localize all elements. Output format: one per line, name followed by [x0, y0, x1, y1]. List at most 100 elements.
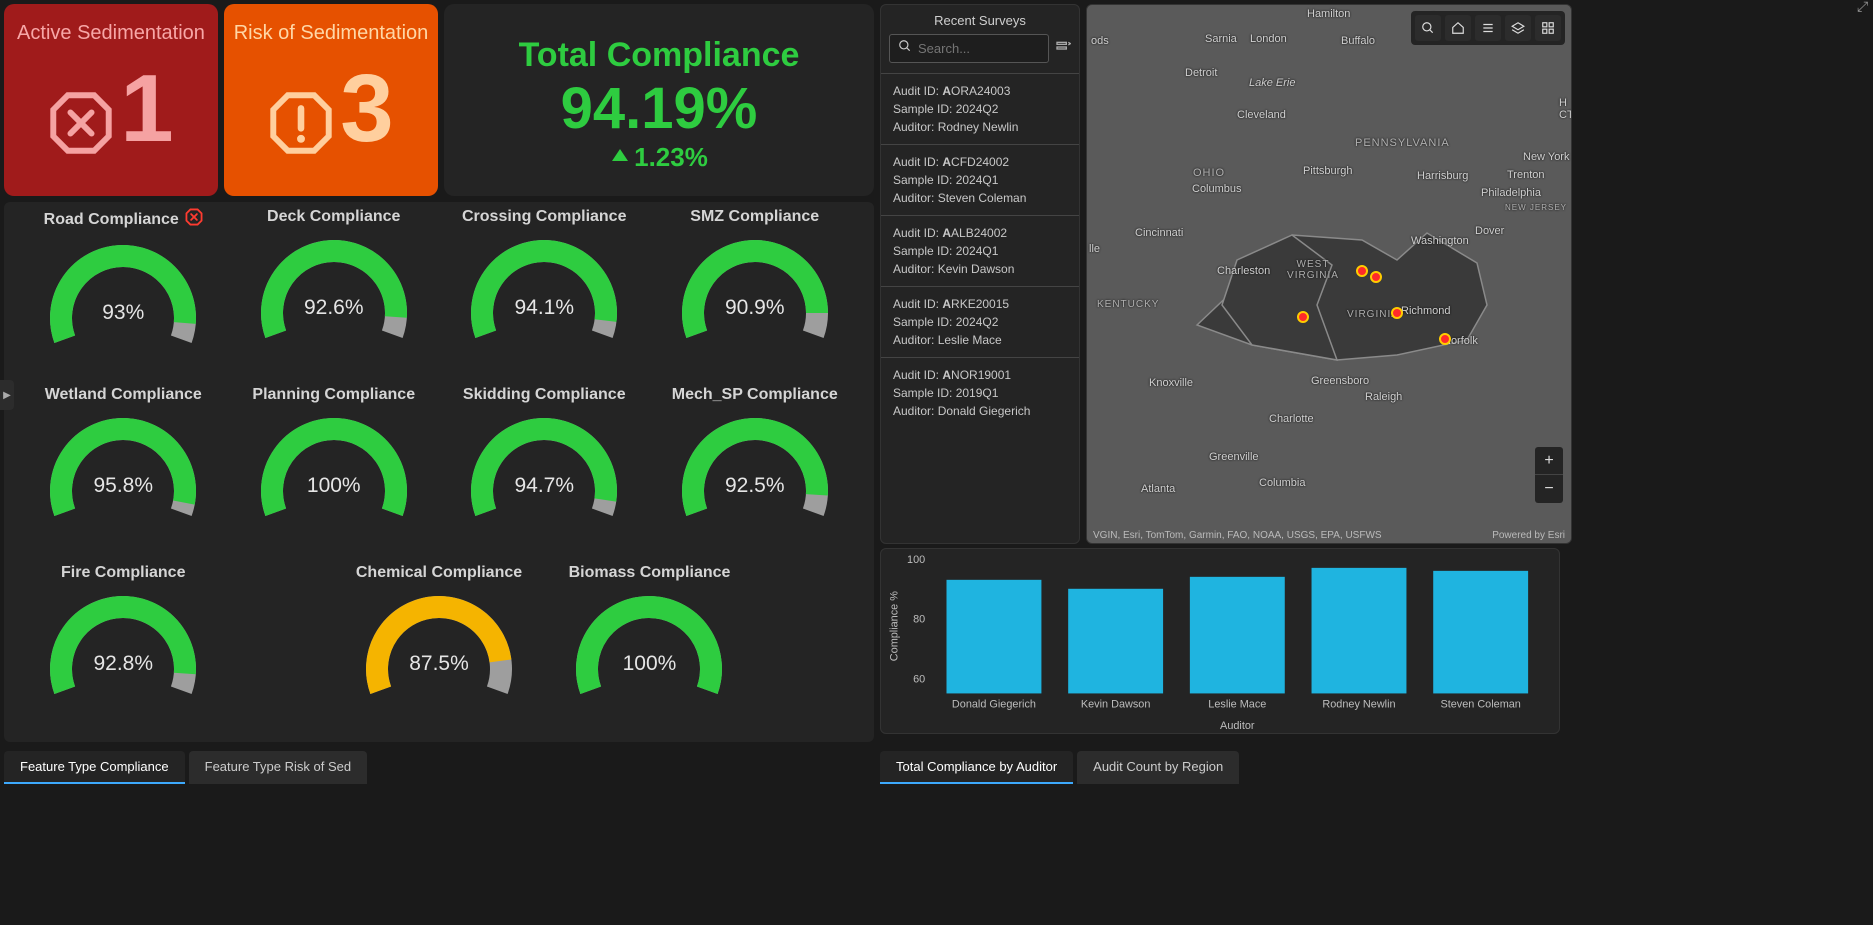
tab-total-compliance-by-auditor[interactable]: Total Compliance by Auditor	[880, 751, 1073, 784]
auditor-chart[interactable]: 6080100Compliance %Donald GiegerichKevin…	[881, 549, 1559, 733]
map-legend-icon[interactable]	[1475, 15, 1501, 41]
gauge-wetland-compliance[interactable]: Wetland Compliance 95.8%	[18, 386, 229, 564]
kpi-risk-sedimentation[interactable]: Risk of Sedimentation 3	[224, 4, 438, 196]
gauge-arc: 100%	[569, 584, 729, 694]
alert-x-icon	[185, 208, 203, 231]
survey-audit: Audit ID: ACFD24002	[893, 153, 1067, 171]
map-attribution: VGIN, Esri, TomTom, Garmin, FAO, NOAA, U…	[1093, 530, 1565, 541]
gauge-value: 92.8%	[43, 652, 203, 676]
survey-item[interactable]: Audit ID: AALB24002 Sample ID: 2024Q1 Au…	[881, 215, 1079, 286]
map-panel[interactable]: HamiltonRochesterSarniaLondonBuffaloDetr…	[1086, 4, 1572, 544]
gauge-arc: 90.9%	[675, 228, 835, 338]
svg-text:80: 80	[913, 614, 925, 626]
gauge-biomass-compliance[interactable]: Biomass Compliance 100%	[569, 564, 731, 742]
svg-text:Donald Giegerich: Donald Giegerich	[952, 698, 1036, 710]
survey-auditor: Auditor: Leslie Mace	[893, 331, 1067, 349]
expand-icon[interactable]: ⤢	[1857, 0, 1873, 16]
map-powered-text: Powered by Esri	[1492, 530, 1565, 541]
map-point[interactable]	[1370, 271, 1382, 283]
map-layers-icon[interactable]	[1505, 15, 1531, 41]
svg-text:Compliance %: Compliance %	[889, 591, 901, 661]
survey-sample: Sample ID: 2024Q2	[893, 100, 1067, 118]
map-point[interactable]	[1439, 333, 1451, 345]
gauge-mech-sp-compliance[interactable]: Mech_SP Compliance 92.5%	[650, 386, 861, 564]
map-city-label: WEST VIRGINIA	[1273, 259, 1353, 281]
tab-audit-count-by-region[interactable]: Audit Count by Region	[1077, 751, 1239, 784]
gauge-value: 95.8%	[43, 474, 203, 498]
gauge-arc: 87.5%	[359, 584, 519, 694]
gauge-title: Fire Compliance	[61, 564, 185, 582]
map-city-label: lle	[1089, 243, 1100, 255]
kpi-total-compliance[interactable]: Total Compliance 94.19% 1.23%	[444, 4, 874, 196]
survey-item[interactable]: Audit ID: ANOR19001 Sample ID: 2019Q1 Au…	[881, 357, 1079, 428]
map-city-label: Columbia	[1259, 477, 1305, 489]
map-city-label: Cincinnati	[1135, 227, 1183, 239]
chart-bar[interactable]	[1068, 589, 1163, 694]
gauge-fire-compliance[interactable]: Fire Compliance 92.8%	[18, 564, 229, 742]
gauge-value: 94.1%	[464, 296, 624, 320]
gauge-arc: 100%	[254, 406, 414, 516]
survey-auditor: Auditor: Donald Giegerich	[893, 402, 1067, 420]
kpi-active-sedimentation[interactable]: Active Sedimentation 1	[4, 4, 218, 196]
map-city-label: Pittsburgh	[1303, 165, 1353, 177]
map-home-icon[interactable]	[1445, 15, 1471, 41]
side-expand-handle[interactable]: ▶	[0, 380, 14, 410]
gauge-skidding-compliance[interactable]: Skidding Compliance 94.7%	[439, 386, 650, 564]
map-canvas[interactable]: HamiltonRochesterSarniaLondonBuffaloDetr…	[1087, 5, 1571, 543]
chart-bar[interactable]	[1190, 577, 1285, 694]
map-city-label: New York	[1523, 151, 1569, 163]
gauge-arc: 93%	[43, 233, 203, 343]
map-point[interactable]	[1356, 265, 1368, 277]
gauge-planning-compliance[interactable]: Planning Compliance 100%	[229, 386, 440, 564]
map-city-label: Detroit	[1185, 67, 1217, 79]
survey-audit: Audit ID: ANOR19001	[893, 366, 1067, 384]
map-city-label: London	[1250, 33, 1287, 45]
map-zoom: + −	[1535, 447, 1563, 503]
gauge-crossing-compliance[interactable]: Crossing Compliance 94.1%	[439, 208, 650, 386]
gauge-smz-compliance[interactable]: SMZ Compliance 90.9%	[650, 208, 861, 386]
map-search-icon[interactable]	[1415, 15, 1441, 41]
arrow-up-icon	[610, 142, 630, 173]
gauge-title: Mech_SP Compliance	[672, 386, 838, 404]
tabs-right: Total Compliance by AuditorAudit Count b…	[880, 748, 1572, 784]
tab-feature-type-compliance[interactable]: Feature Type Compliance	[4, 751, 185, 784]
zoom-in-button[interactable]: +	[1535, 447, 1563, 475]
zoom-out-button[interactable]: −	[1535, 475, 1563, 503]
svg-text:Leslie Mace: Leslie Mace	[1208, 698, 1266, 710]
chart-bar[interactable]	[1433, 571, 1528, 694]
map-city-label: Knoxville	[1149, 377, 1193, 389]
gauge-arc: 94.1%	[464, 228, 624, 338]
map-point[interactable]	[1297, 311, 1309, 323]
survey-audit: Audit ID: ARKE20015	[893, 295, 1067, 313]
kpi-risk-title: Risk of Sedimentation	[234, 22, 429, 45]
search-box[interactable]	[889, 34, 1049, 63]
map-city-label: Greensboro	[1311, 375, 1369, 387]
gauge-chemical-compliance[interactable]: Chemical Compliance 87.5%	[356, 564, 522, 742]
tab-feature-type-risk-of-sed[interactable]: Feature Type Risk of Sed	[189, 751, 367, 784]
total-value: 94.19%	[561, 75, 758, 142]
gauge-value: 92.5%	[675, 474, 835, 498]
gauge-value: 100%	[569, 652, 729, 676]
map-city-label: Lake Erie	[1249, 77, 1295, 89]
map-city-label: Harrisburg	[1417, 170, 1468, 182]
map-city-label: Washington	[1411, 235, 1469, 247]
chart-bar[interactable]	[947, 580, 1042, 694]
filter-icon[interactable]	[1055, 39, 1071, 58]
gauge-deck-compliance[interactable]: Deck Compliance 92.6%	[229, 208, 440, 386]
map-city-label: Raleigh	[1365, 391, 1402, 403]
map-basemap-icon[interactable]	[1535, 15, 1561, 41]
stop-x-icon	[48, 76, 114, 142]
svg-text:Auditor: Auditor	[1220, 720, 1255, 732]
map-city-label: Charlotte	[1269, 413, 1314, 425]
survey-item[interactable]: Audit ID: ARKE20015 Sample ID: 2024Q2 Au…	[881, 286, 1079, 357]
survey-item[interactable]: Audit ID: ACFD24002 Sample ID: 2024Q1 Au…	[881, 144, 1079, 215]
survey-item[interactable]: Audit ID: AORA24003 Sample ID: 2024Q2 Au…	[881, 73, 1079, 144]
map-point[interactable]	[1391, 307, 1403, 319]
search-input[interactable]	[918, 41, 1040, 56]
gauge-value: 87.5%	[359, 652, 519, 676]
kpi-active-value: 1	[120, 61, 173, 157]
map-city-label: Dover	[1475, 225, 1504, 237]
gauge-value: 90.9%	[675, 296, 835, 320]
chart-bar[interactable]	[1312, 568, 1407, 694]
gauge-road-compliance[interactable]: Road Compliance 93%	[18, 208, 229, 386]
